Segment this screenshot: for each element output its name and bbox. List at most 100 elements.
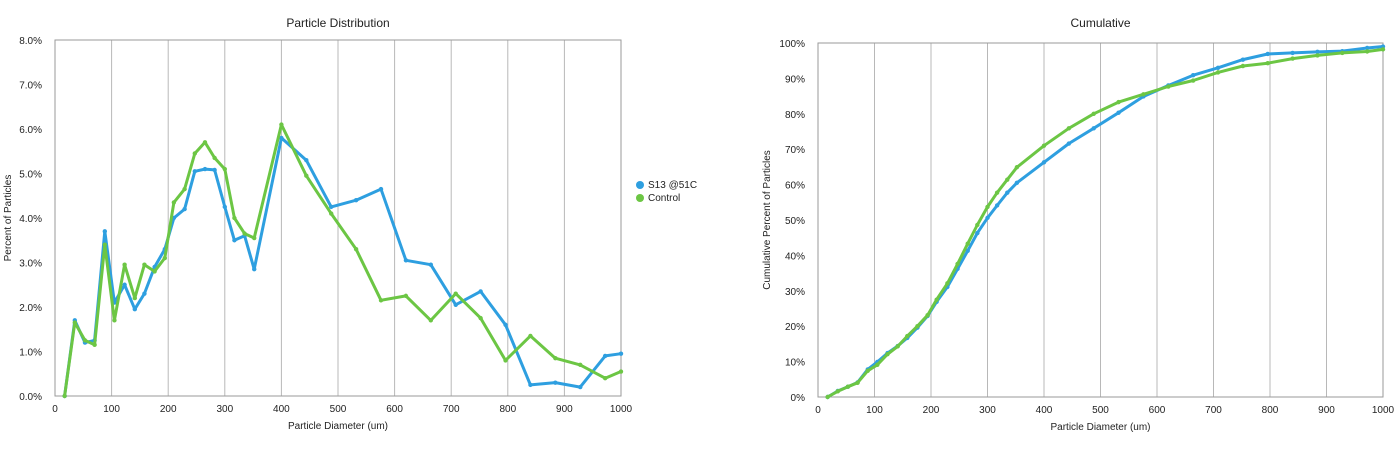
y-tick-label: 6.0% [19,125,42,136]
y-axis-label: Cumulative Percent of Particles [762,150,773,290]
data-point [279,135,284,141]
data-point [618,369,624,374]
data-point [1315,49,1320,55]
y-tick-label: 10% [785,358,805,369]
data-point [378,298,384,303]
y-tick-label: 60% [785,181,805,192]
data-point [232,215,237,221]
data-point [132,307,138,312]
y-tick-label: 7.0% [19,81,42,92]
data-point [1190,73,1196,78]
data-point [1005,177,1010,182]
x-tick-label: 400 [273,404,290,415]
y-tick-label: 30% [785,287,805,298]
data-point [503,322,508,327]
data-point [62,393,67,399]
data-point [1215,65,1221,70]
data-point [1041,160,1047,165]
data-point [825,394,830,400]
data-point [915,324,920,329]
data-point [171,200,177,205]
y-tick-label: 90% [785,74,805,85]
x-tick-label: 800 [499,404,516,415]
legend-label: Control [648,193,680,204]
data-point [329,211,334,216]
data-point [222,166,227,172]
data-point [865,368,870,374]
data-point [162,255,168,261]
data-point [403,293,409,299]
data-point [453,302,458,307]
data-point [1190,78,1196,83]
data-point [1014,165,1020,170]
x-tick-label: 400 [1036,405,1053,416]
data-point [578,384,583,390]
data-point [378,186,384,192]
x-tick-label: 500 [330,404,347,415]
data-point [329,204,334,210]
data-point [428,262,434,267]
chart-title: Particle Distribution [286,16,389,30]
x-tick-label: 0 [52,404,58,415]
series-control [825,47,1386,400]
y-tick-label: 4.0% [19,214,42,225]
x-tick-label: 300 [216,404,233,415]
chart-2: Cumulative 0 100 200 300 400 500 600 700 800 900 10… [762,16,1395,433]
plot-frame [54,39,622,397]
x-tick-label: 500 [1092,405,1109,416]
x-tick-label: 0 [815,405,821,416]
data-point [1166,84,1171,89]
data-point [528,382,533,388]
data-point [528,333,533,339]
data-point [202,140,208,145]
data-point [1290,50,1295,56]
data-point [1364,45,1370,51]
y-tick-label: 20% [785,322,805,333]
data-point [905,333,910,339]
data-point [304,173,309,178]
series-line [826,45,1385,399]
data-point [553,380,558,385]
y-axis-label: Percent of Particles [3,175,14,262]
data-point [212,155,217,161]
data-point [1091,111,1096,117]
data-point [985,215,990,221]
data-point [1265,60,1270,66]
data-point [1215,70,1221,75]
data-point [112,318,117,323]
data-point [835,389,840,394]
data-point [478,315,483,321]
data-point [72,320,78,325]
x-tick-label: 300 [979,405,996,416]
y-tick-label: 100% [779,39,805,50]
y-tick-label: 50% [785,216,805,227]
data-point [142,291,147,296]
y-tick-label: 3.0% [19,259,42,270]
data-point [1041,143,1047,148]
x-axis-label: Particle Diameter (um) [288,421,388,432]
data-point [965,248,970,253]
data-point [925,313,930,318]
data-point [212,167,217,173]
data-point [618,351,624,356]
data-point [102,229,108,234]
data-point [875,362,880,367]
data-point [975,222,980,228]
y-tick-label: 2.0% [19,303,42,314]
data-point [1066,141,1072,146]
data-point [885,351,890,357]
data-point [1116,99,1121,105]
y-tick-label: 0.0% [19,392,42,403]
data-point [1364,49,1370,54]
data-point [82,338,88,343]
y-tick-label: 1.0% [19,348,42,359]
legend: S13 @51C Control [636,180,697,204]
data-point [353,246,359,252]
data-point [122,282,127,287]
x-tick-label: 1000 [1372,405,1395,416]
x-tick-label: 1000 [610,404,633,415]
data-point [1014,180,1020,186]
y-tick-label: 8.0% [19,36,42,47]
data-point [975,230,980,236]
